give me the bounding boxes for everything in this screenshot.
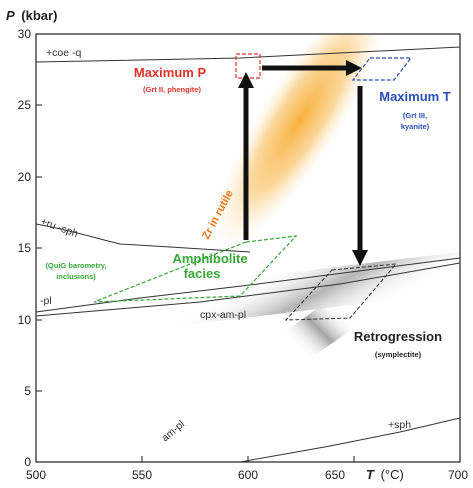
y-axis-symbol: P — [6, 8, 15, 23]
y-tick-label: 15 — [18, 241, 32, 255]
max-t-sub-1: (Grt III, — [403, 111, 427, 120]
ru-sph-line — [36, 223, 251, 253]
max-t-sub-2: kyanite) — [401, 122, 430, 131]
pl-line — [36, 257, 460, 313]
max-p-title-text: Maximum P — [134, 65, 207, 80]
x-axis-unit: (°C) — [381, 467, 404, 482]
retrogression-title: Retrogression — [354, 329, 442, 344]
pt-path-arrows — [237, 59, 369, 267]
zr-in-rutile-band — [213, 34, 387, 249]
retrogression-sub: (symplectite) — [375, 350, 422, 359]
coe-q-label: +coe -q — [46, 47, 81, 59]
quig-label-1: (QuiG barometry, — [45, 261, 106, 270]
y-tick-label: 30 — [18, 27, 32, 41]
quig-label-2: inclusions) — [56, 272, 96, 281]
max-p-title: Maximum P — [134, 65, 207, 80]
sph-label: +sph — [388, 419, 411, 431]
pl-gray-band — [36, 252, 460, 343]
amphibolite-box — [93, 235, 298, 303]
max-t-box — [351, 57, 413, 81]
cpx-am-pl-label: cpx-am-pl — [200, 309, 246, 321]
x-tick-label: 500 — [26, 468, 46, 482]
max-p-sub: (Grt II, phengite) — [143, 85, 201, 94]
x-tick-label: 700 — [448, 468, 468, 482]
y-axis-unit: (kbar) — [21, 8, 57, 23]
y-tick-label: 10 — [18, 313, 32, 327]
x-axis-symbol: T — [366, 467, 375, 482]
cpx-am-pl-line — [36, 262, 460, 317]
x-tick-label: 650 — [325, 468, 345, 482]
sph-line — [239, 417, 460, 462]
amphibolite-label-1: Amphibolite — [172, 251, 247, 266]
x-axis-title: T (°C) — [366, 467, 404, 482]
y-axis-title: P (kbar) — [6, 8, 57, 23]
reaction-lines — [36, 46, 460, 462]
amphibolite-label-2: facies — [184, 266, 221, 281]
y-tick-label: 20 — [18, 170, 32, 184]
y-tick-label: 5 — [24, 384, 31, 398]
x-tick-label: 600 — [238, 468, 258, 482]
x-tick-label: 550 — [132, 468, 152, 482]
x-axis: 500 550 600 650 700 — [26, 456, 468, 482]
coe-q-line — [36, 46, 460, 63]
y-tick-label: 25 — [18, 98, 32, 112]
y-tick-label: 0 — [24, 455, 31, 469]
pl-label: -pl — [40, 295, 52, 307]
ru-sph-label: +ru -sph — [39, 216, 80, 241]
max-t-title: Maximum T — [379, 89, 451, 104]
y-axis: 0 5 10 15 20 25 30 — [18, 27, 42, 469]
retrogression-box — [284, 263, 398, 321]
